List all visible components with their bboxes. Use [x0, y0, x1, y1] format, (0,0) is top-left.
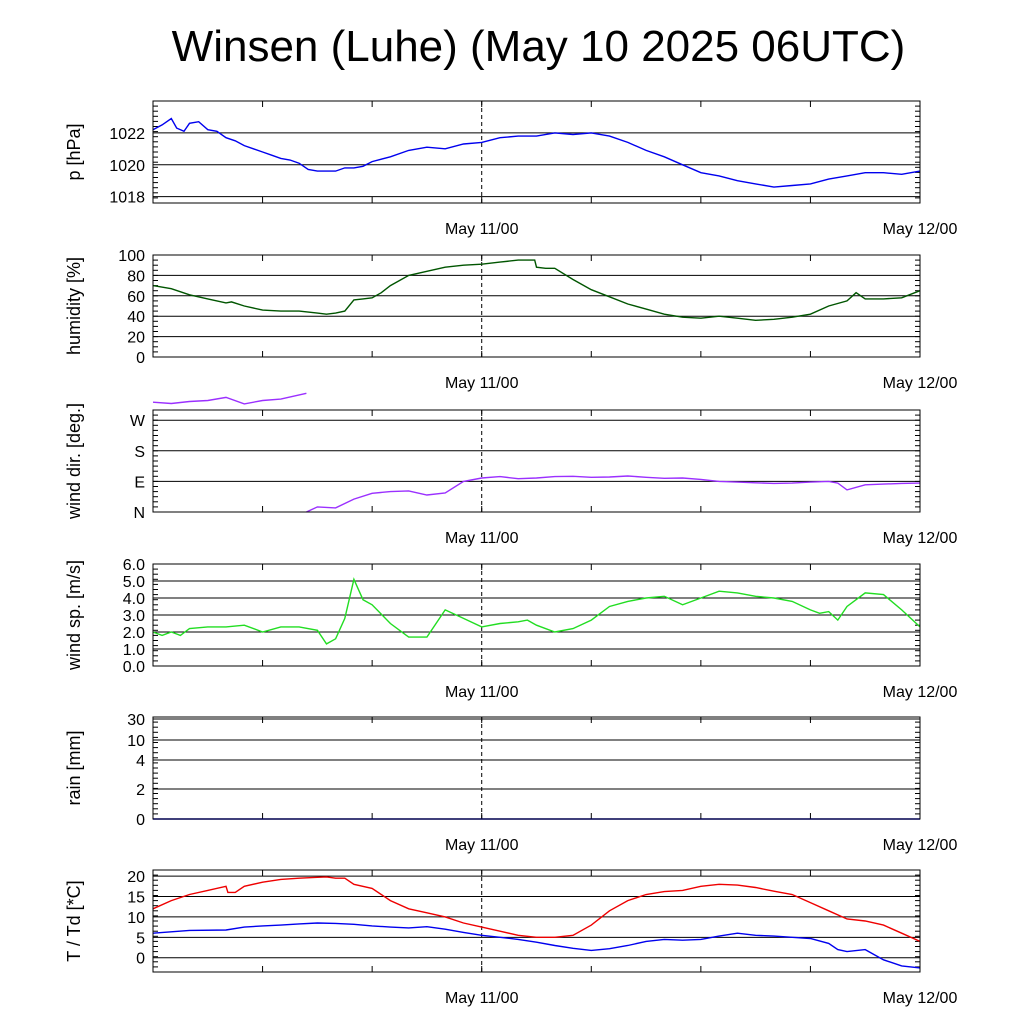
wind-speed-ytick-label: 0.0 — [123, 659, 145, 676]
chart-title: Winsen (Luhe) (May 10 2025 06UTC) — [171, 22, 906, 71]
humidity-ytick-label: 60 — [127, 289, 145, 306]
wind-speed-frame — [152, 563, 921, 667]
temperature-ytick-label: 5 — [136, 930, 145, 947]
temperature-series-2 — [152, 922, 921, 969]
humidity-ytick-label: 20 — [127, 330, 145, 347]
humidity-ytick-label: 100 — [118, 248, 145, 265]
wind-direction-ytick-label: E — [134, 474, 145, 491]
humidity-ytick-label: 0 — [136, 350, 145, 367]
pressure-xtick-label: May 11/00 — [445, 221, 519, 238]
wind-speed-xtick-label: May 11/00 — [445, 684, 519, 701]
wind-direction-ytick-label: W — [130, 413, 146, 430]
wind-speed-ytick-label: 1.0 — [123, 642, 145, 659]
wind-direction-ytick-label: N — [133, 505, 145, 522]
wind-direction-xtick-label: May 12/00 — [883, 530, 958, 547]
rain-ytick-label: 30 — [127, 712, 145, 729]
wind-speed-panel: 0.01.02.03.04.05.06.0 May 11/00 May 12/00 w… — [64, 557, 957, 701]
temperature-frame — [152, 869, 921, 973]
pressure-frame — [152, 100, 921, 204]
temperature-ylabel: T / Td [*C] — [64, 880, 84, 961]
humidity-frame — [152, 254, 921, 358]
wind-direction-ylabel: wind dir. [deg.] — [64, 403, 84, 520]
temperature-ytick-label: 20 — [127, 869, 145, 886]
wind-speed-series-1 — [152, 577, 921, 645]
wind-speed-xtick-label: May 12/00 — [883, 684, 958, 701]
temperature-panel: 0 5 10 15 20 May 11/00 May 12/00 T / Td [*C] — [64, 869, 957, 1007]
rain-ytick-label: 0 — [136, 812, 145, 829]
pressure-series-1 — [152, 117, 921, 188]
humidity-xtick-label: May 11/00 — [445, 375, 519, 392]
humidity-series-1 — [152, 259, 921, 322]
wind-direction-series-1 — [152, 392, 307, 405]
rain-ytick-label: 2 — [136, 782, 145, 799]
temperature-ytick-label: 15 — [127, 890, 145, 907]
wind-speed-ytick-label: 6.0 — [123, 557, 145, 574]
temperature-xtick-label: May 11/00 — [445, 990, 519, 1007]
rain-panel: 0 2 4 10 30 May 11/00 May 12/00 rain [mm] — [64, 712, 957, 854]
rain-ylabel: rain [mm] — [64, 730, 84, 805]
humidity-ytick-label: 80 — [127, 268, 145, 285]
temperature-ytick-label: 0 — [136, 951, 145, 968]
pressure-ytick-label: 1020 — [109, 158, 145, 175]
wind-direction-series-2 — [306, 475, 921, 513]
rain-frame — [152, 716, 921, 820]
wind-speed-ytick-label: 4.0 — [123, 591, 145, 608]
rain-ytick-label: 4 — [136, 753, 145, 770]
pressure-ylabel: p [hPa] — [64, 123, 84, 180]
humidity-xtick-label: May 12/00 — [883, 375, 958, 392]
humidity-panel: 0 20 40 60 80 100 May 11/00 May 12/00 humidity [… — [64, 248, 957, 392]
temperature-ytick-label: 10 — [127, 910, 145, 927]
rain-xtick-label: May 12/00 — [883, 837, 958, 854]
humidity-ytick-label: 40 — [127, 309, 145, 326]
wind-speed-ytick-label: 3.0 — [123, 608, 145, 625]
rain-ytick-label: 10 — [127, 733, 145, 750]
pressure-ytick-label: 1018 — [109, 190, 145, 207]
pressure-panel: 1018 1020 1022 May 11/00 May 12/00 p [hPa] — [64, 100, 958, 238]
rain-xtick-label: May 11/00 — [445, 837, 519, 854]
pressure-xtick-label: May 12/00 — [883, 221, 958, 238]
temperature-xtick-label: May 12/00 — [883, 990, 958, 1007]
wind-direction-ytick-label: S — [134, 444, 145, 461]
wind-speed-ytick-label: 2.0 — [123, 625, 145, 642]
wind-speed-ylabel: wind sp. [m/s] — [64, 560, 84, 671]
wind-direction-xtick-label: May 11/00 — [445, 530, 519, 547]
humidity-ylabel: humidity [%] — [64, 257, 84, 355]
wind-speed-ytick-label: 5.0 — [123, 574, 145, 591]
wind-direction-frame — [152, 409, 921, 513]
pressure-ytick-label: 1022 — [109, 126, 145, 143]
temperature-series-1 — [152, 876, 921, 943]
